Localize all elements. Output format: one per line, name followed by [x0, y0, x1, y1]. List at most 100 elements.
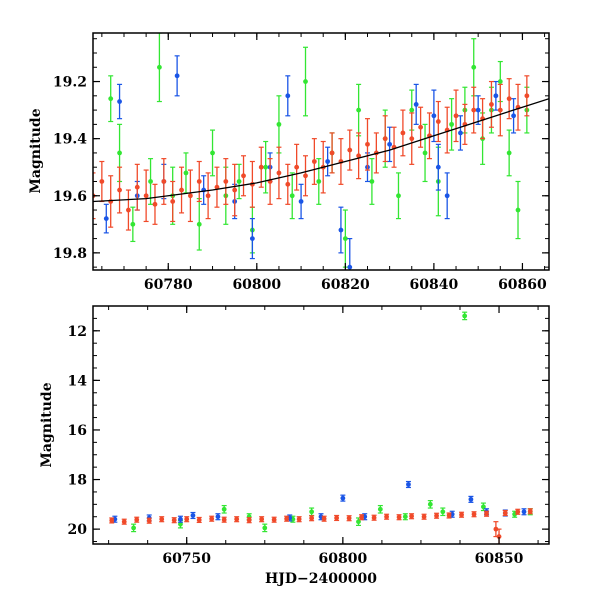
bottom-red-point — [496, 534, 502, 539]
top-red-point — [152, 201, 158, 207]
top-blue-point — [511, 113, 516, 119]
bottom-green-point — [427, 501, 433, 507]
bottom-x-tick-label: 60850 — [475, 551, 524, 567]
bottom-blue-point — [215, 514, 221, 520]
top-red-point — [241, 173, 246, 179]
bottom-red-point — [121, 519, 127, 525]
top-green-point — [276, 121, 282, 127]
top-y-tick-label: 19.8 — [53, 246, 87, 262]
top-x-tick-label: 60780 — [144, 277, 193, 293]
top-plot-frame — [92, 32, 550, 271]
top-red-point — [400, 130, 406, 136]
top-x-tick-label: 60800 — [232, 277, 281, 293]
bottom-green-point — [221, 506, 227, 512]
bottom-red-point — [159, 516, 165, 522]
top-blue-point — [413, 101, 419, 107]
top-red-point — [294, 164, 300, 170]
bottom-panel: 60750 60800 60850 12 14 16 18 20 Magnitude HJD−… — [39, 305, 550, 587]
top-green-point — [396, 193, 401, 199]
top-green-point — [342, 236, 348, 241]
top-red-point — [232, 187, 238, 193]
top-blue-point — [493, 93, 499, 99]
bottom-blue-point — [521, 509, 527, 515]
bottom-red-point — [209, 516, 215, 522]
bottom-green-point — [356, 519, 361, 525]
top-blue-point — [347, 264, 353, 270]
top-green-point — [316, 179, 322, 184]
top-red-point — [143, 193, 149, 199]
top-green-point — [471, 64, 477, 70]
bottom-red-point — [371, 515, 377, 521]
bottom-y-tick-label: 14 — [68, 373, 88, 389]
bottom-red-point — [221, 517, 227, 523]
top-red-point — [276, 170, 282, 176]
top-blue-point — [431, 113, 437, 119]
top-red-point — [365, 141, 370, 147]
bottom-red-point — [434, 513, 439, 519]
bottom-red-point — [321, 516, 327, 522]
bottom-red-point — [421, 514, 427, 520]
bottom-y-axis-label: Magnitude — [39, 382, 55, 467]
top-green-point — [108, 96, 114, 102]
bottom-blue-point — [468, 496, 474, 502]
top-data-layer — [93, 33, 549, 270]
bottom-blue-point — [178, 516, 183, 522]
top-y-tick-label: 19.4 — [53, 132, 87, 148]
top-red-point — [329, 150, 335, 156]
top-green-point — [506, 150, 512, 156]
bottom-green-point — [481, 504, 486, 510]
top-red-point — [471, 107, 477, 113]
bottom-red-point — [346, 515, 352, 521]
top-red-point — [497, 107, 503, 113]
top-green-point — [196, 221, 202, 227]
top-red-point — [108, 199, 114, 204]
bottom-series-green — [131, 311, 533, 533]
bottom-red-point — [384, 514, 389, 520]
bottom-red-point — [471, 511, 477, 517]
bottom-y-tick-label: 18 — [68, 473, 87, 489]
top-red-point — [223, 179, 229, 184]
top-red-point — [418, 124, 424, 130]
top-x-tick-label: 60840 — [410, 277, 459, 293]
bottom-green-point — [377, 506, 383, 512]
top-blue-point — [338, 227, 344, 233]
top-red-point — [285, 181, 291, 187]
top-red-point — [214, 184, 220, 190]
top-red-point — [453, 113, 459, 119]
top-x-tick-label: 60820 — [321, 277, 370, 293]
top-red-point — [435, 119, 441, 124]
bottom-blue-point — [406, 482, 411, 487]
bottom-red-point — [196, 517, 202, 523]
bottom-x-tick-label: 60800 — [319, 551, 368, 567]
top-green-point — [210, 150, 215, 156]
bottom-red-point — [459, 512, 464, 518]
bottom-green-point — [440, 509, 446, 515]
top-blue-point — [117, 99, 122, 104]
bottom-red-point — [109, 518, 115, 523]
top-blue-point — [174, 73, 180, 79]
top-red-point — [409, 136, 415, 142]
top-y-tick-label: 19.2 — [53, 75, 87, 91]
top-green-point — [497, 79, 503, 84]
top-green-point — [409, 107, 415, 113]
bottom-red-point — [502, 510, 508, 516]
top-green-point — [263, 164, 269, 170]
top-x-tick-label: 60860 — [498, 277, 547, 293]
top-red-point — [170, 199, 176, 204]
bottom-green-point — [402, 514, 408, 520]
top-y-axis-label: Magnitude — [28, 108, 44, 193]
bottom-red-point — [296, 516, 302, 522]
top-green-point — [157, 64, 162, 70]
bottom-red-point — [146, 518, 152, 524]
bottom-red-point — [271, 517, 277, 523]
top-green-point — [289, 193, 295, 199]
bottom-series-blue — [112, 480, 527, 523]
top-blue-point — [444, 193, 450, 199]
bottom-red-point — [527, 508, 533, 514]
top-green-point — [369, 179, 375, 184]
bottom-red-point — [259, 516, 265, 522]
bottom-red-point — [515, 509, 521, 515]
top-green-point — [183, 170, 189, 176]
top-y-tick-label: 19.6 — [53, 189, 87, 205]
